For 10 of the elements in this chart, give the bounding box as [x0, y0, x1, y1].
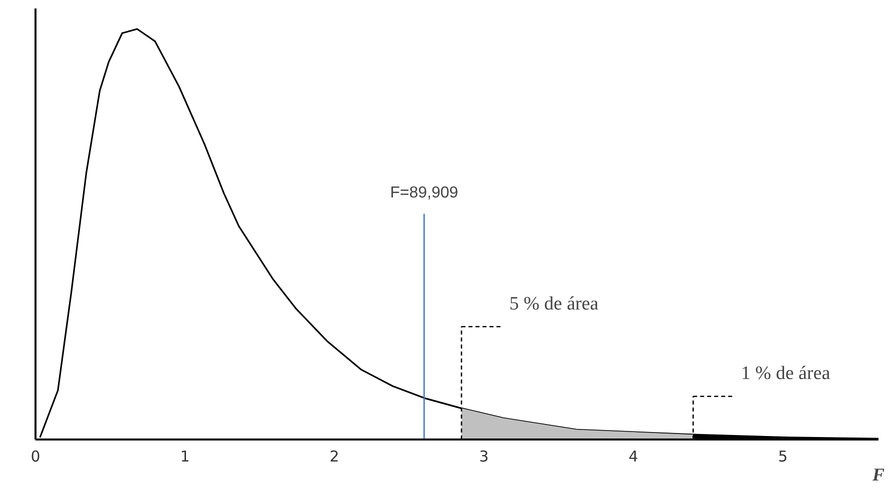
x-tick-label: 1 — [180, 448, 190, 466]
annotation: F=89,909 — [390, 184, 458, 202]
ref-line-label: 1 % de área — [740, 363, 831, 384]
x-tick-label: 0 — [30, 448, 40, 466]
x-axis-title: F — [871, 464, 885, 484]
ref-line-label: 5 % de área — [509, 293, 600, 314]
x-tick-label: 3 — [479, 448, 489, 466]
x-tick-label: 4 — [628, 448, 638, 466]
x-tick-label: 5 — [778, 448, 788, 466]
x-tick-label: 2 — [330, 448, 340, 466]
